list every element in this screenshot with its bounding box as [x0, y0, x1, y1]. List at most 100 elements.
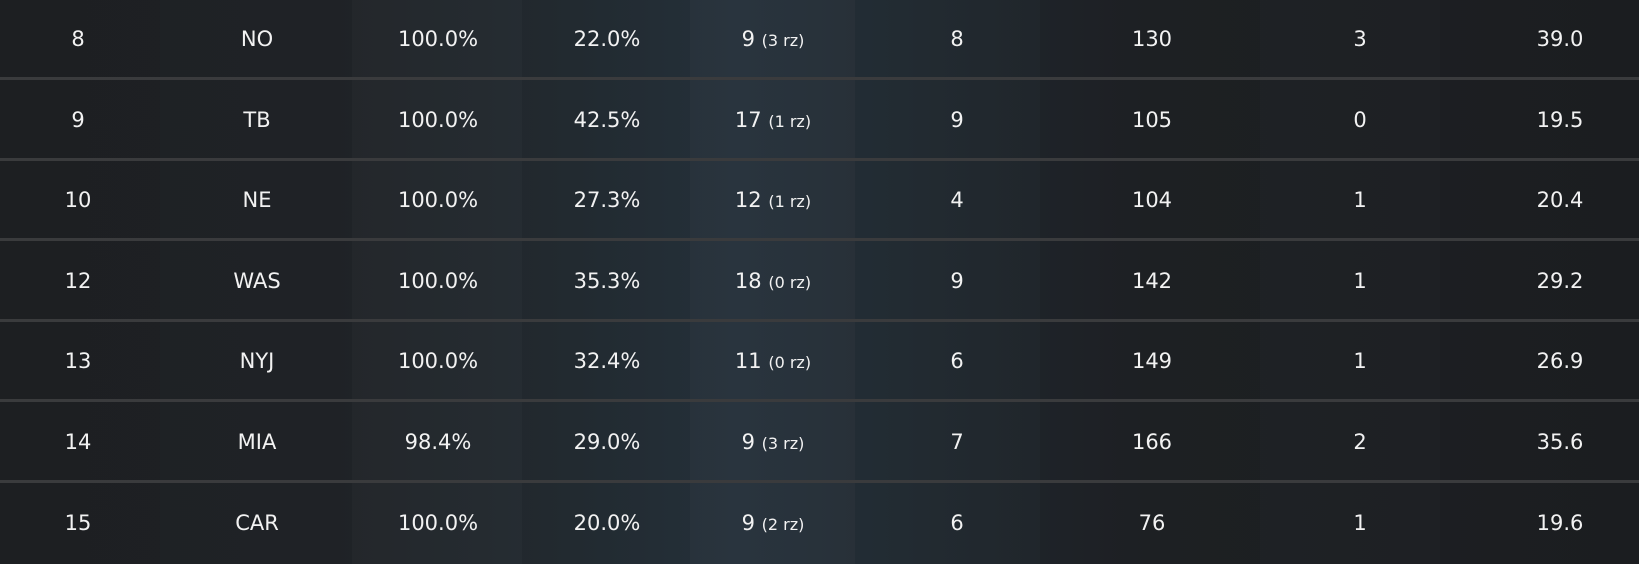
cell-value: 104: [1131, 188, 1173, 213]
cell-team: NE: [243, 161, 272, 239]
table-row: 12 WAS 100.0% 35.3% 18 (0 rz) 9 142 1 29.2: [0, 242, 1639, 320]
column-band: [1440, 0, 1639, 564]
cell-value: WAS: [233, 268, 281, 293]
cell-value: 12: [64, 268, 92, 293]
cell-value: 9: [741, 430, 755, 454]
cell-value: 9: [741, 27, 755, 51]
cell-value: 100.0%: [397, 349, 479, 374]
cell-c1: 98.4%: [405, 403, 472, 481]
cell-value: 0: [1353, 107, 1367, 132]
cell-c3: 18 (0 rz): [735, 242, 811, 320]
cell-value: 12: [734, 188, 762, 213]
cell-team: WAS: [233, 242, 280, 320]
cell-value: 19.6: [1536, 510, 1584, 535]
cell-value: 1: [1353, 510, 1367, 535]
redzone-count: (3 rz): [761, 434, 805, 453]
cell-c5: 166: [1132, 403, 1172, 481]
cell-value: 19.5: [1536, 107, 1584, 132]
cell-c3: 17 (1 rz): [735, 81, 811, 159]
cell-value: 9: [950, 268, 964, 293]
row-divider: [0, 238, 1639, 242]
cell-value: 20.0%: [573, 510, 641, 535]
cell-value: 29.2: [1536, 268, 1584, 293]
cell-c1: 100.0%: [398, 161, 478, 239]
cell-value: 9: [950, 107, 964, 132]
cell-c5: 76: [1139, 484, 1166, 562]
cell-value: 2: [1353, 430, 1367, 454]
cell-value: 26.9: [1536, 349, 1584, 374]
cell-value: 15: [64, 510, 92, 535]
cell-value: 100.0%: [397, 188, 479, 213]
cell-c7: 20.4: [1537, 161, 1584, 239]
column-band: [1040, 0, 1260, 564]
cell-c1: 100.0%: [398, 484, 478, 562]
cell-c2: 29.0%: [574, 403, 641, 481]
cell-value: 166: [1131, 430, 1173, 454]
cell-c1: 100.0%: [398, 242, 478, 320]
cell-c3: 11 (0 rz): [735, 322, 811, 400]
table-row: 8 NO 100.0% 22.0% 9 (3 rz) 8 130 3 39.0: [0, 0, 1639, 78]
cell-value: 20.4: [1536, 188, 1584, 213]
cell-value: 17: [734, 107, 762, 132]
cell-value: 11: [734, 349, 762, 374]
cell-value: 98.4%: [404, 430, 472, 454]
cell-c5: 104: [1132, 161, 1172, 239]
cell-value: NE: [242, 188, 272, 213]
cell-value: 10: [64, 188, 92, 213]
cell-c1: 100.0%: [398, 81, 478, 159]
row-divider: [0, 399, 1639, 403]
cell-c4: 6: [950, 484, 963, 562]
cell-value: 7: [950, 430, 964, 454]
cell-rank: 10: [65, 161, 92, 239]
cell-value: 32.4%: [573, 349, 641, 374]
cell-c2: 27.3%: [574, 161, 641, 239]
cell-c3: 9 (3 rz): [742, 403, 805, 481]
cell-c7: 19.6: [1537, 484, 1584, 562]
table-row: 15 CAR 100.0% 20.0% 9 (2 rz) 6 76 1 19.6: [0, 484, 1639, 562]
cell-value: 3: [1353, 27, 1367, 51]
cell-team: NYJ: [240, 322, 275, 400]
cell-c2: 35.3%: [574, 242, 641, 320]
cell-value: 6: [950, 349, 964, 374]
cell-c6: 3: [1353, 0, 1366, 78]
cell-value: 105: [1131, 107, 1173, 132]
cell-c4: 4: [950, 161, 963, 239]
cell-c2: 42.5%: [574, 81, 641, 159]
cell-c6: 0: [1353, 81, 1366, 159]
redzone-count: (0 rz): [768, 353, 812, 373]
cell-value: 35.6: [1536, 430, 1584, 454]
cell-value: CAR: [235, 510, 279, 535]
cell-value: 14: [64, 430, 92, 454]
cell-rank: 8: [71, 0, 84, 78]
redzone-count: (3 rz): [761, 31, 805, 50]
cell-value: TB: [243, 107, 271, 132]
cell-value: 100.0%: [397, 268, 479, 293]
cell-value: 13: [64, 349, 92, 374]
cell-c4: 7: [950, 403, 963, 481]
cell-value: NYJ: [239, 349, 275, 374]
row-divider: [0, 77, 1639, 80]
cell-value: 1: [1353, 268, 1367, 293]
cell-team: CAR: [235, 484, 279, 562]
cell-value: 142: [1131, 268, 1173, 293]
row-divider: [0, 157, 1639, 161]
table-row: 14 MIA 98.4% 29.0% 9 (3 rz) 7 166 2 35.6: [0, 403, 1639, 481]
cell-value: 42.5%: [573, 107, 641, 132]
cell-c4: 9: [950, 242, 963, 320]
cell-value: 9: [741, 510, 755, 535]
cell-value: NO: [240, 27, 274, 51]
cell-c7: 19.5: [1537, 81, 1584, 159]
redzone-count: (2 rz): [761, 514, 805, 534]
cell-value: 35.3%: [573, 268, 641, 293]
cell-c5: 105: [1132, 81, 1172, 159]
cell-team: NO: [241, 0, 273, 78]
cell-value: 9: [71, 107, 85, 132]
table-row: 13 NYJ 100.0% 32.4% 11 (0 rz) 6 149 1 26.9: [0, 322, 1639, 400]
cell-value: 130: [1131, 27, 1173, 51]
cell-team: MIA: [238, 403, 277, 481]
cell-c6: 1: [1353, 242, 1366, 320]
cell-rank: 15: [65, 484, 92, 562]
redzone-count: (0 rz): [768, 272, 812, 292]
cell-c1: 100.0%: [398, 0, 478, 78]
cell-c5: 142: [1132, 242, 1172, 320]
